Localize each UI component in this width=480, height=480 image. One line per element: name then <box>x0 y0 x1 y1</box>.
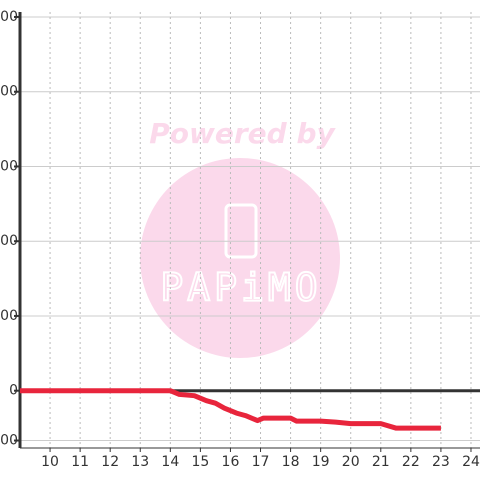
x-tick-label: 19 <box>312 454 330 470</box>
x-tick-label: 13 <box>131 454 149 470</box>
x-tick-label: 22 <box>402 454 420 470</box>
x-tick-label: 18 <box>282 454 300 470</box>
x-tick-label: 17 <box>252 454 270 470</box>
y-tick-label: 90,000 <box>0 158 18 174</box>
x-tick-label: 24 <box>462 454 480 470</box>
watermark-phone <box>224 203 258 259</box>
x-tick-label: 14 <box>161 454 179 470</box>
data-line <box>20 388 441 431</box>
watermark: Powered by PAPiMO <box>140 117 340 358</box>
watermark-text: Powered by <box>149 117 336 150</box>
x-tick-label: 15 <box>191 454 209 470</box>
y-tick-label: -20,000 <box>0 433 18 449</box>
x-tick-label: 11 <box>71 454 89 470</box>
x-tick-label: 20 <box>342 454 360 470</box>
x-tick-label: 16 <box>222 454 240 470</box>
y-tick-label: 60,000 <box>0 233 18 249</box>
x-tick-label: 12 <box>101 454 119 470</box>
x-tick-label: 10 <box>41 454 59 470</box>
watermark-logo: PAPiMO <box>160 266 321 310</box>
x-tick-label: 23 <box>432 454 450 470</box>
y-tick-label: 120,000 <box>0 84 18 100</box>
y-tick-label: 0 <box>9 383 18 399</box>
y-tick-label: 150,000 <box>0 9 18 25</box>
x-tick-label: 21 <box>372 454 390 470</box>
y-tick-label: 30,000 <box>0 308 18 324</box>
